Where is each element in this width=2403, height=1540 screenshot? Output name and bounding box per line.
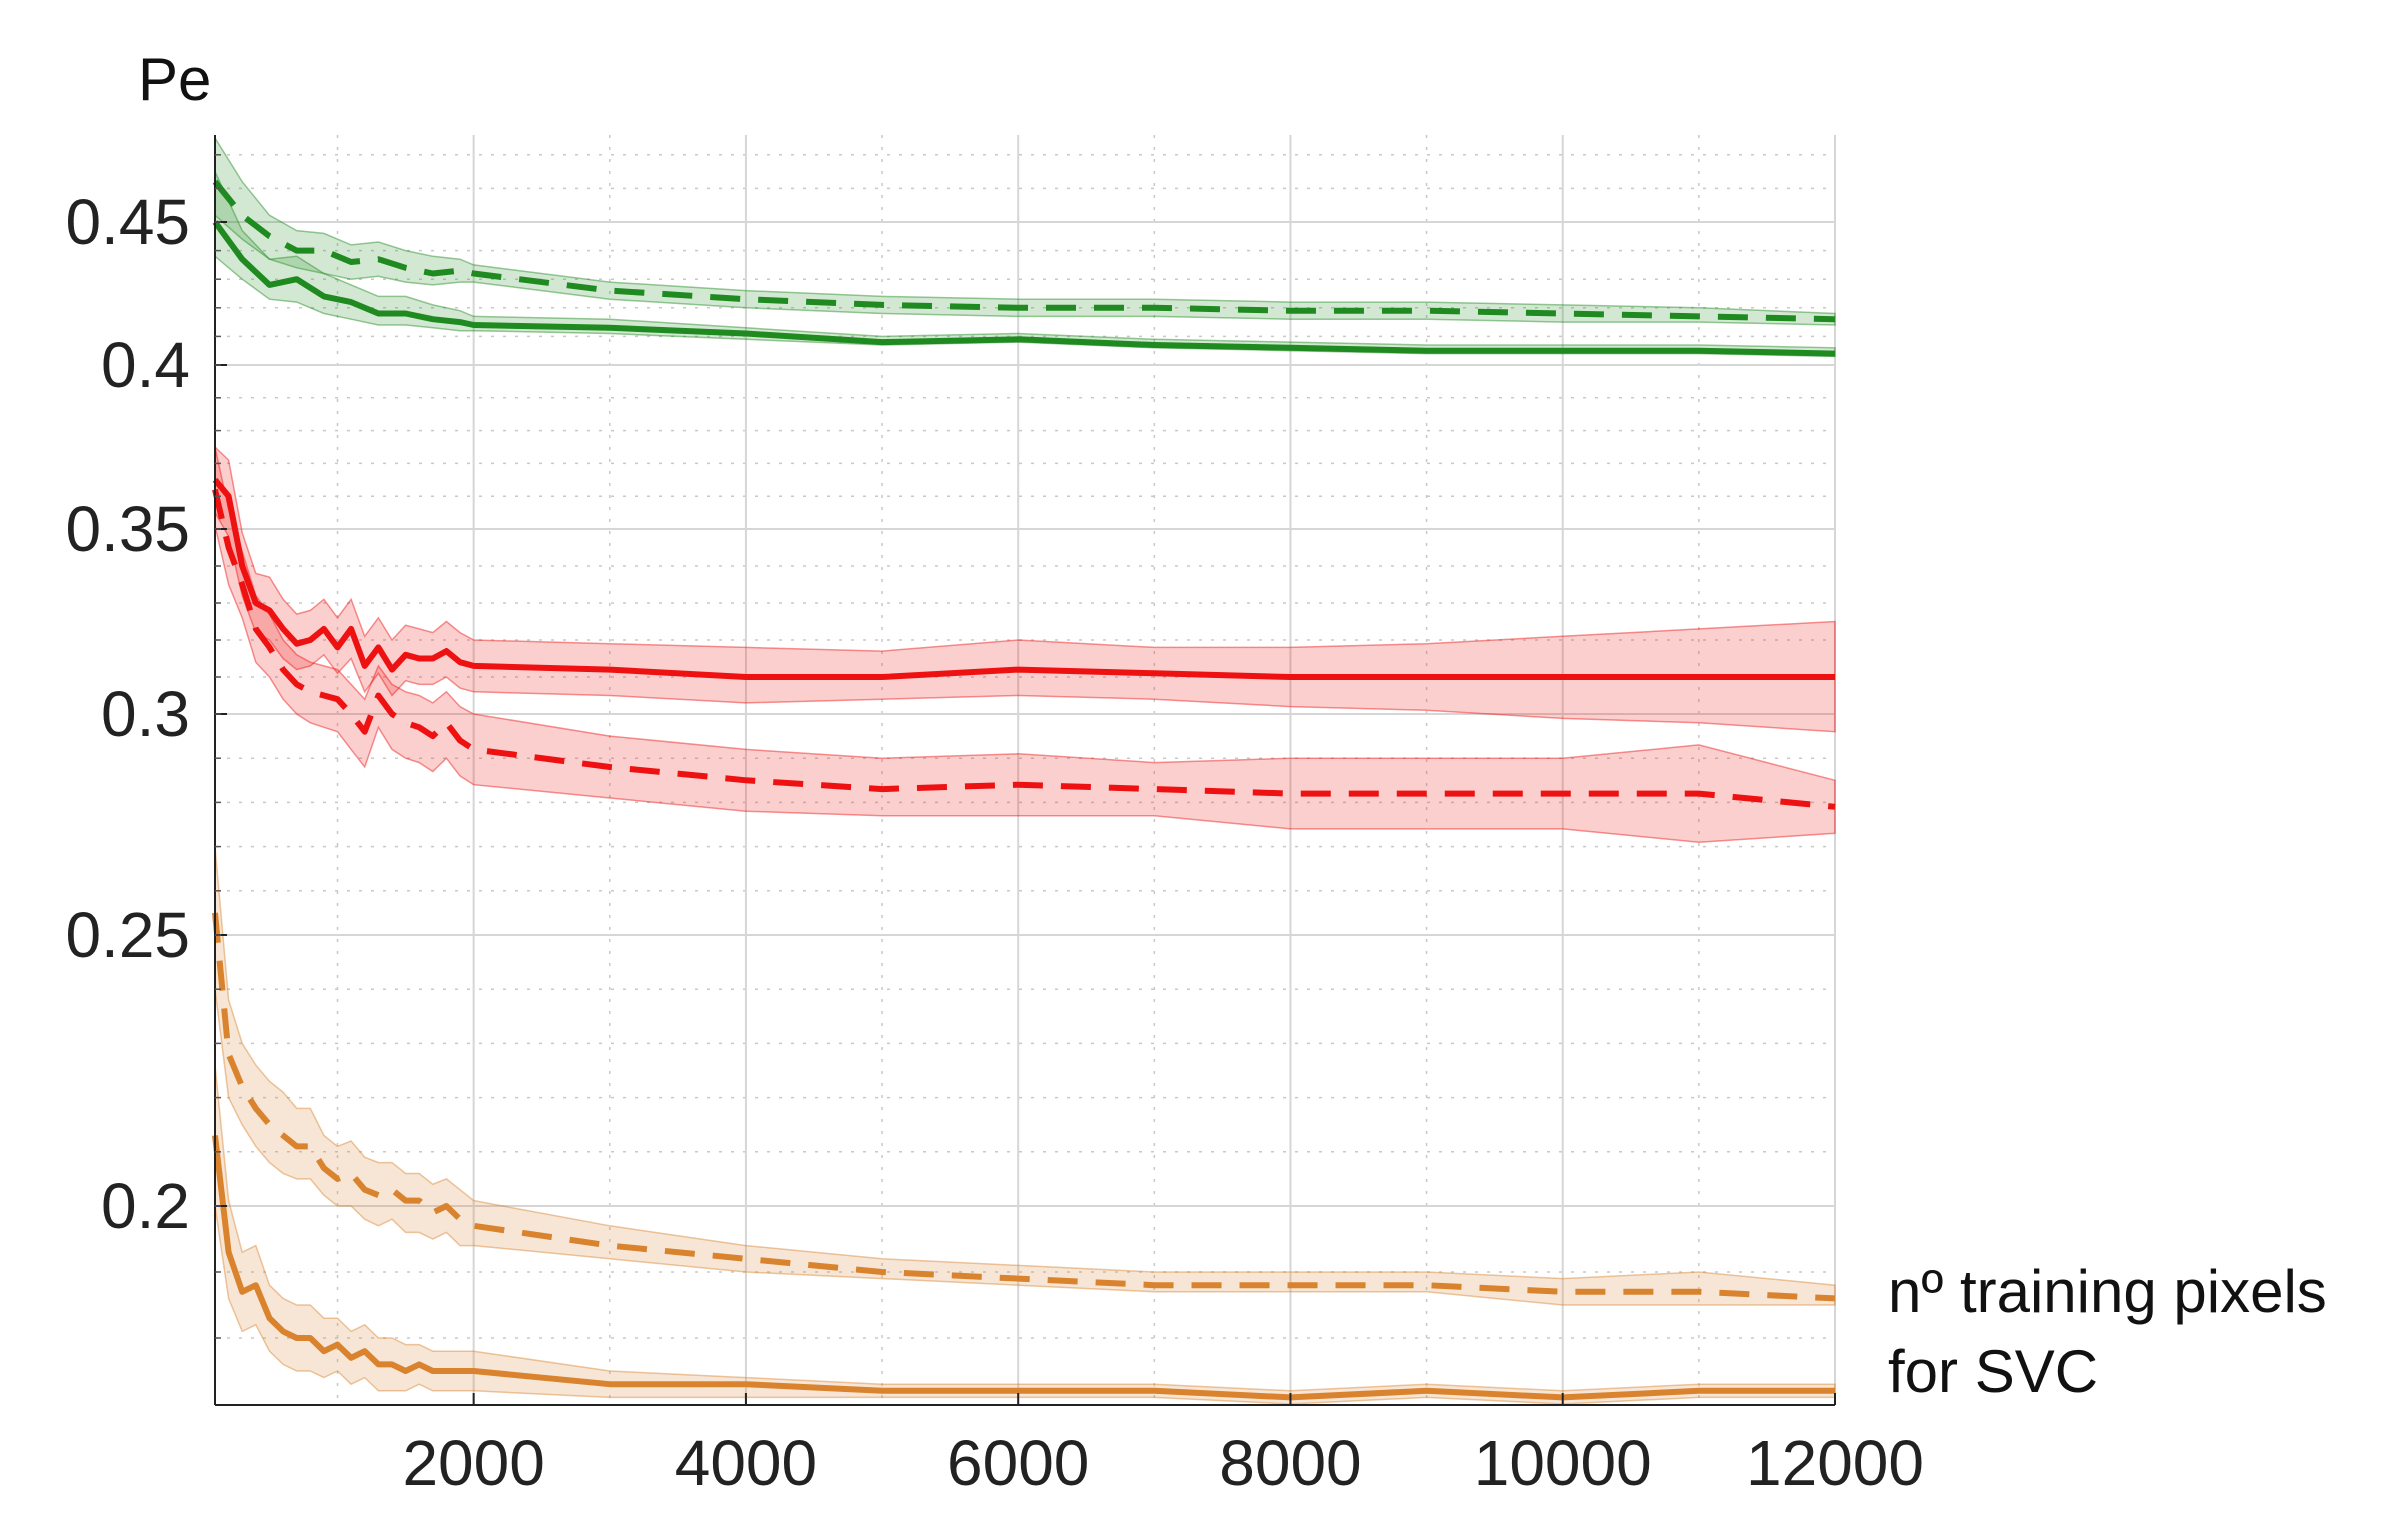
series-3-band — [214, 445, 1836, 733]
series-4-band — [214, 446, 1836, 843]
series-1-band — [214, 171, 1836, 358]
axis-ticks: 0.2 0.25 0.3 0.35 0.4 0.45 2000 4000 6000 8000 100… — [65, 154, 1924, 1499]
x-tick-label: 2000 — [402, 1427, 544, 1499]
series-lines — [212, 179, 1836, 1401]
series-5-line — [212, 1135, 1835, 1401]
series-2-line — [212, 179, 1836, 323]
y-tick-label: 0.45 — [65, 186, 190, 258]
y-tick-label: 0.3 — [101, 678, 190, 750]
y-tick-label: 0.35 — [65, 493, 190, 565]
y-tick-label: 0.4 — [101, 329, 190, 401]
series-1-line — [212, 220, 1836, 357]
series-4-line — [212, 488, 1836, 810]
series-2-band — [214, 135, 1836, 326]
series-6-band — [214, 846, 1836, 1306]
y-axis-label: Pe — [138, 46, 211, 113]
series-6-line — [212, 912, 1836, 1302]
x-tick-label: 12000 — [1746, 1427, 1924, 1499]
x-tick-label: 4000 — [675, 1427, 817, 1499]
x-tick-label: 6000 — [947, 1427, 1089, 1499]
x-tick-label: 10000 — [1474, 1427, 1652, 1499]
series-3-line — [212, 477, 1835, 680]
confidence-bands — [214, 135, 1836, 1405]
x-axis-label-line-1: nº training pixels — [1888, 1258, 2327, 1325]
y-tick-label: 0.2 — [101, 1170, 190, 1242]
y-tick-label: 0.25 — [65, 899, 190, 971]
x-axis-label-line-2: for SVC — [1888, 1338, 2098, 1405]
x-tick-label: 8000 — [1219, 1427, 1361, 1499]
